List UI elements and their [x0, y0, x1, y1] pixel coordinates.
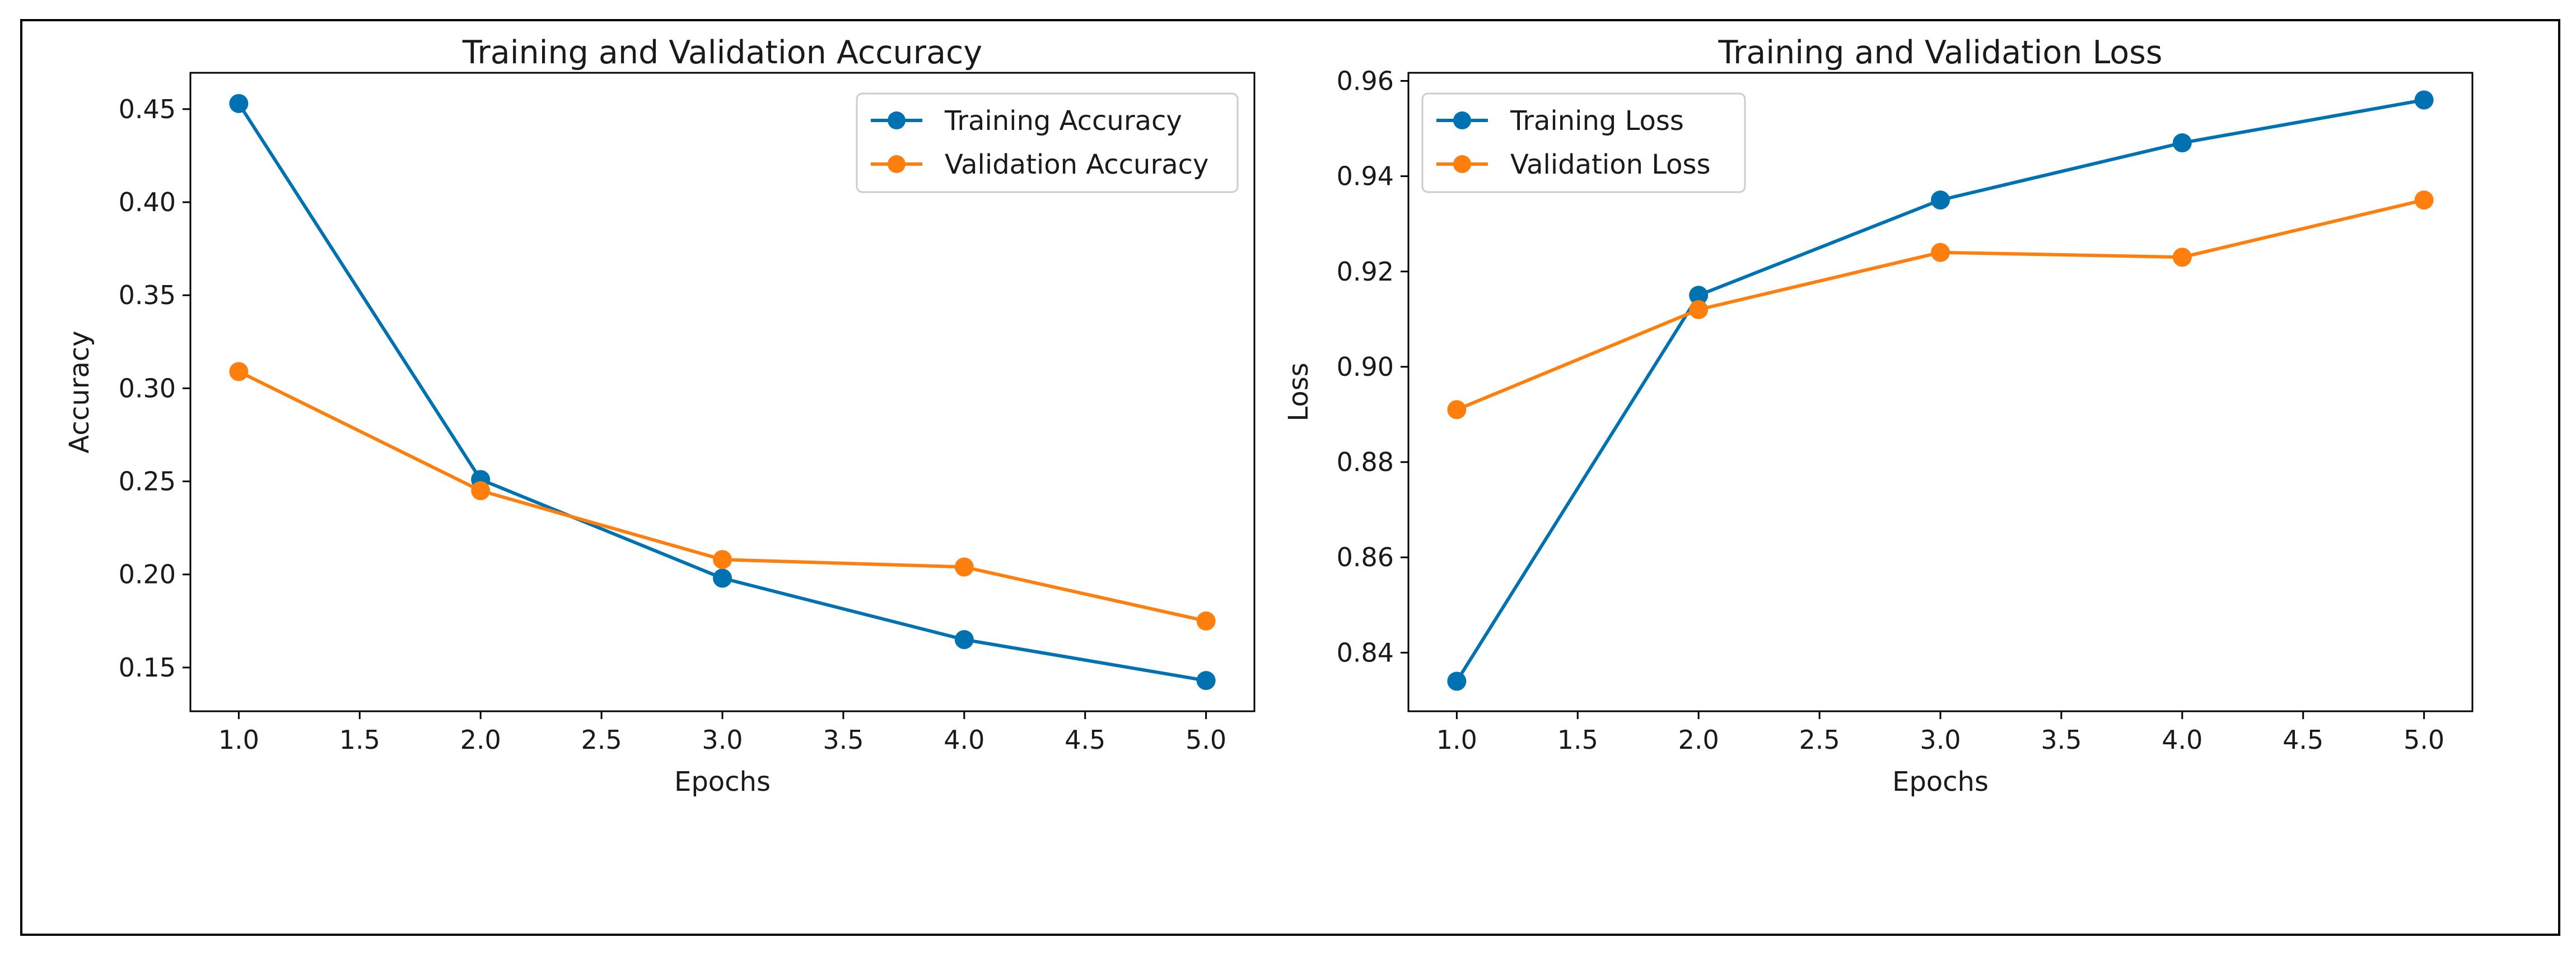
- x-tick-label: 2.5: [1799, 725, 1840, 755]
- data-point: [471, 481, 491, 501]
- x-tick-label: 4.5: [2283, 725, 2323, 755]
- data-point: [1447, 400, 1467, 419]
- x-tick-label: 1.5: [339, 725, 380, 755]
- x-tick-label: 4.0: [2162, 725, 2202, 755]
- data-point: [229, 362, 249, 381]
- legend-marker: [888, 155, 906, 173]
- y-tick-label: 0.15: [119, 652, 176, 683]
- legend-label: Training Accuracy: [944, 105, 1182, 137]
- data-point: [1931, 243, 1950, 262]
- legend-marker: [1453, 155, 1471, 173]
- legend: Training Accuracy Validation Accuracy: [856, 92, 1239, 193]
- y-tick-label: 0.94: [1337, 161, 1394, 192]
- y-tick-label: 0.20: [119, 559, 176, 590]
- data-point: [1931, 190, 1950, 210]
- plot-area: [1407, 72, 2474, 712]
- data-point: [954, 630, 974, 650]
- chart-title: Training and Validation Accuracy: [462, 34, 982, 71]
- data-point: [1689, 286, 1709, 305]
- data-point: [1447, 671, 1467, 691]
- x-tick-label: 2.0: [1678, 725, 1719, 755]
- y-tick-label: 0.84: [1337, 637, 1394, 668]
- y-tick-label: 0.30: [119, 373, 176, 403]
- legend-label: Training Loss: [1510, 105, 1684, 137]
- x-tick-label: 3.0: [1920, 725, 1961, 755]
- legend: Training Loss Validation Loss: [1421, 92, 1746, 193]
- data-point: [2172, 248, 2192, 267]
- tick-group: 1.0 1.5 2.0 2.5 3.0 3.5 4.0 4.5 5.0 0.84 0.86 0.88 0…: [1337, 66, 2445, 755]
- x-tick-label: 3.0: [702, 725, 743, 755]
- x-tick-label: 4.0: [944, 725, 984, 755]
- x-tick-label: 5.0: [2404, 725, 2444, 755]
- legend-box: [1421, 92, 1746, 193]
- data-point: [1196, 611, 1216, 631]
- x-tick-label: 5.0: [1186, 725, 1226, 755]
- data-point: [2172, 133, 2192, 153]
- y-tick-label: 0.25: [119, 467, 176, 497]
- legend-marker: [1453, 111, 1471, 129]
- x-axis-label: Epochs: [1892, 766, 1989, 798]
- data-point: [229, 94, 249, 113]
- y-tick-label: 0.40: [119, 187, 176, 217]
- data-point: [713, 568, 732, 588]
- figure-frame: [20, 19, 2560, 936]
- loss-panel: Training and Validation Loss 1.0 1.5 2.0 2.…: [1283, 34, 2474, 798]
- series-line: [1456, 198, 2425, 412]
- series-markers: [229, 94, 1216, 691]
- y-tick-label: 0.86: [1337, 542, 1394, 572]
- y-tick-label: 0.35: [119, 280, 176, 310]
- data-point: [713, 550, 732, 570]
- y-axis-label: Loss: [1283, 362, 1314, 421]
- legend-marker: [888, 111, 906, 129]
- x-tick-label: 1.5: [1557, 725, 1598, 755]
- x-tick-label: 2.0: [460, 725, 501, 755]
- x-tick-label: 3.5: [823, 725, 864, 755]
- y-tick-label: 0.45: [119, 94, 176, 124]
- x-axis-label: Epochs: [674, 766, 771, 798]
- y-axis-label: Accuracy: [64, 330, 95, 453]
- x-tick-label: 2.5: [581, 725, 622, 755]
- y-tick-label: 0.90: [1337, 352, 1394, 382]
- x-tick-label: 4.5: [1065, 725, 1105, 755]
- data-point: [954, 557, 974, 577]
- tick-group: 1.0 1.5 2.0 2.5 3.0 3.5 4.0 4.5 5.0 0.15 0.20 0.25 0…: [119, 94, 1227, 755]
- series-markers: [1447, 90, 2434, 691]
- legend-box: [856, 92, 1239, 193]
- accuracy-panel: Training and Validation Accuracy 1.0 1.5 2…: [64, 34, 1256, 798]
- x-tick-label: 1.0: [1436, 725, 1477, 755]
- data-point: [1196, 671, 1216, 691]
- y-tick-label: 0.88: [1337, 447, 1394, 477]
- legend-label: Validation Accuracy: [945, 149, 1208, 180]
- y-tick-label: 0.96: [1337, 66, 1394, 96]
- data-point: [2414, 90, 2434, 110]
- data-point: [1689, 300, 1709, 319]
- chart-title: Training and Validation Loss: [1718, 34, 2163, 71]
- data-point: [2414, 190, 2434, 210]
- plot-area: [189, 72, 1256, 712]
- y-tick-label: 0.92: [1337, 257, 1394, 287]
- legend-label: Validation Loss: [1510, 149, 1711, 180]
- x-tick-label: 3.5: [2041, 725, 2082, 755]
- x-tick-label: 1.0: [218, 725, 259, 755]
